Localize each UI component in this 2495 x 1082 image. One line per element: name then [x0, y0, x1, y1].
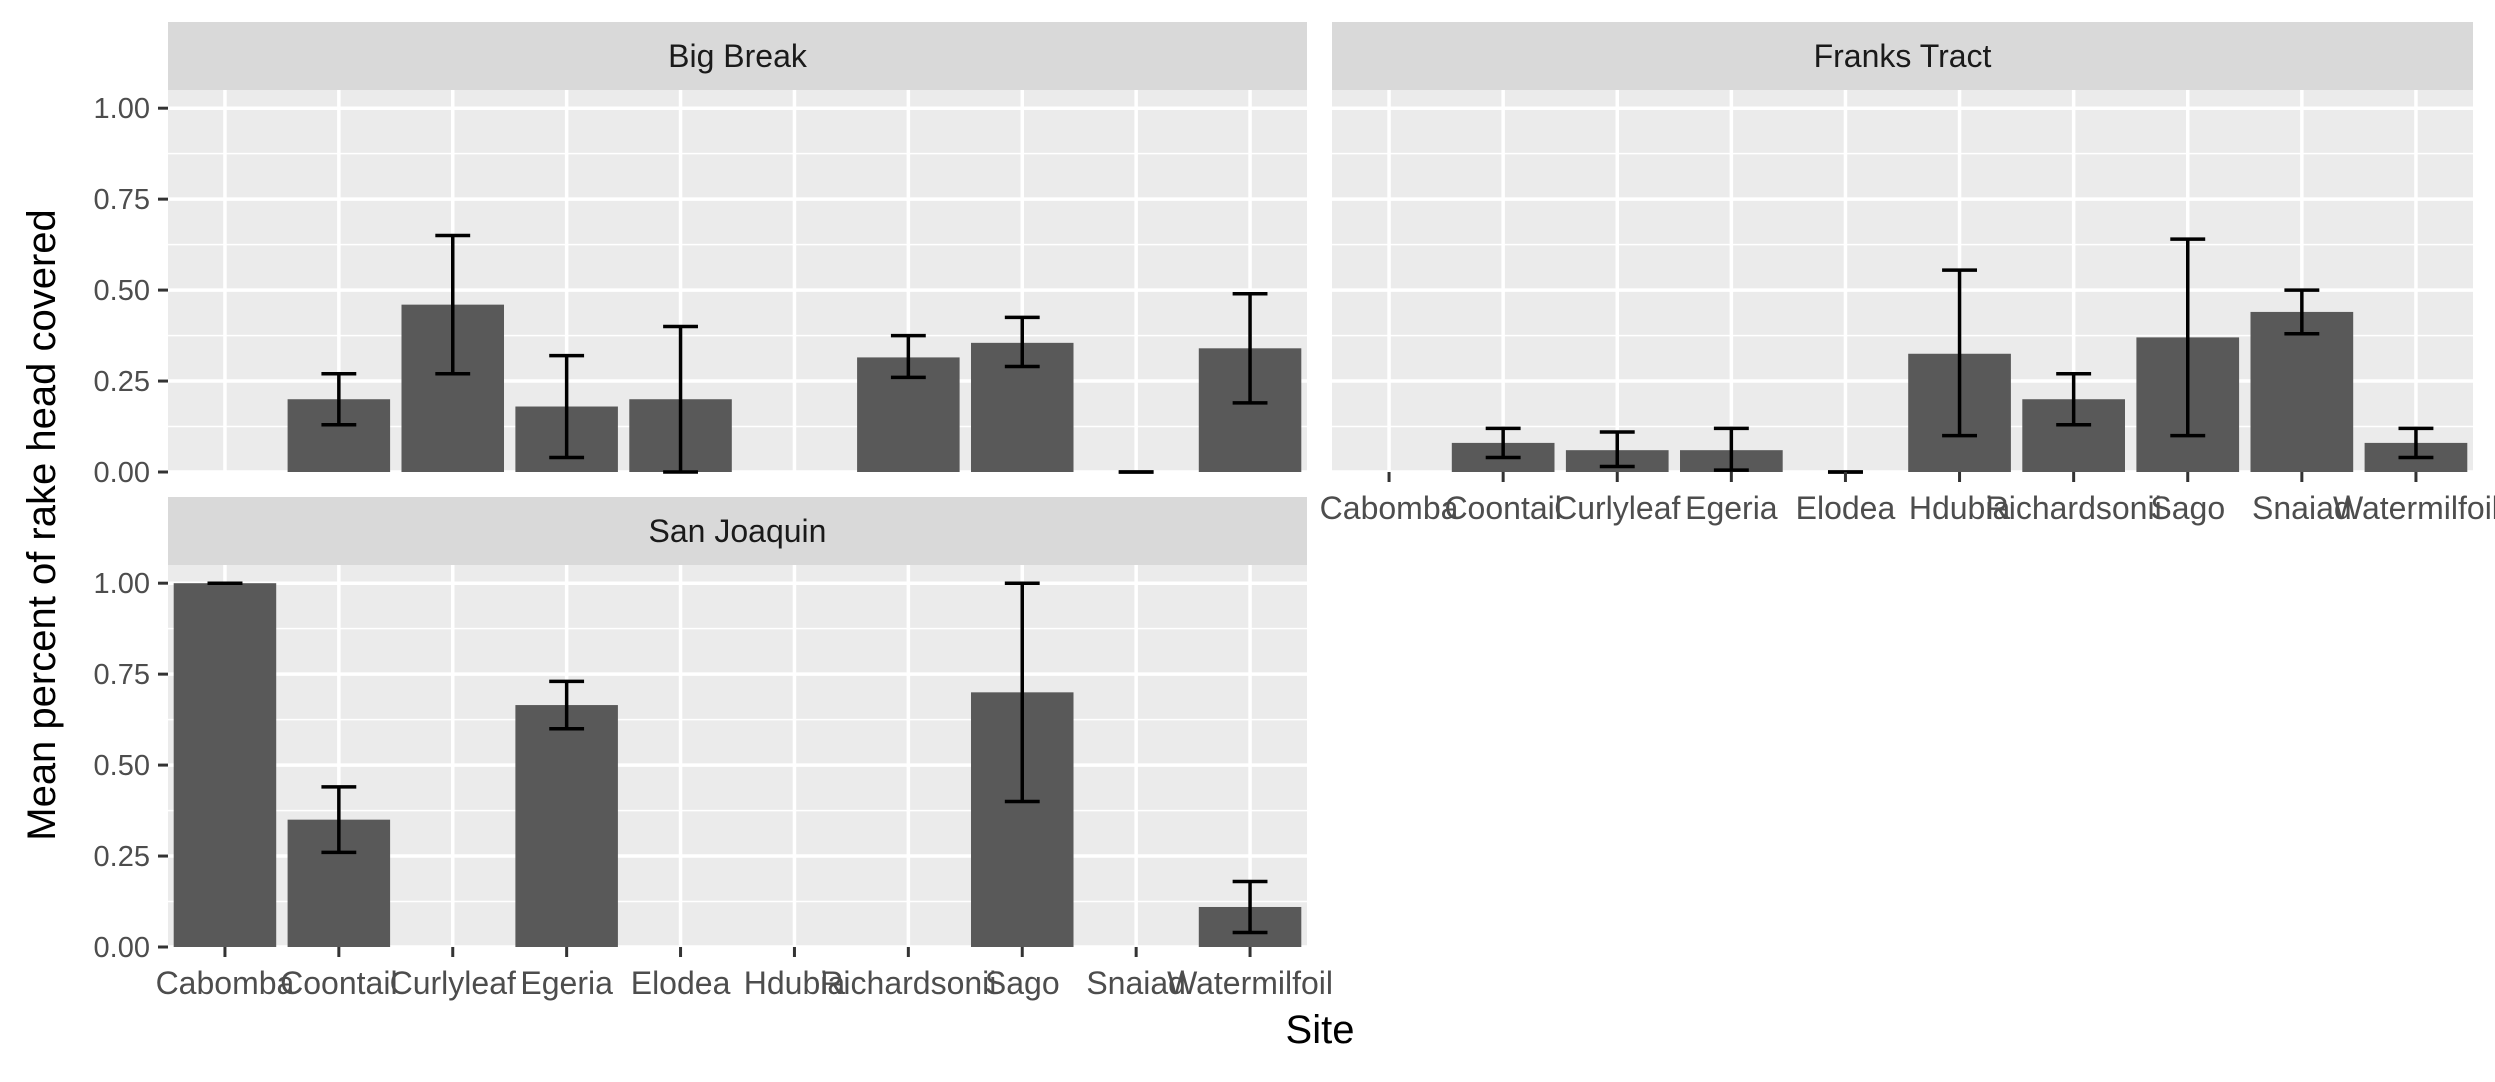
- panels-layer: Big Break 0.00 0.25 0.50 0.75 1.00 Franks Trac…: [94, 22, 2495, 1001]
- y-tick-label: 0.75: [94, 659, 150, 691]
- errorbar-franks-tract-sago: [2170, 237, 2206, 438]
- y-tick-label: 0.00: [94, 457, 150, 489]
- x-tick-label: Elodea: [1796, 490, 1896, 526]
- errorbar-franks-tract-curlyleaf: [1599, 430, 1635, 469]
- errorbar-big-break-coontail: [321, 372, 357, 427]
- strip-title-san-joaquin: San Joaquin: [649, 513, 827, 549]
- errorbar-san-joaquin-coontail: [321, 785, 357, 855]
- y-tick-label: 0.75: [94, 184, 150, 216]
- errorbar-big-break-sago: [1004, 315, 1040, 369]
- x-tick-label: Sago: [985, 965, 1060, 1001]
- errorbar-big-break-elodea: [663, 324, 698, 474]
- x-tick-label: Egeria: [520, 965, 613, 1001]
- y-tick-label: 0.00: [94, 932, 150, 964]
- x-tick-label: Cabomba: [156, 965, 295, 1001]
- bar-san-joaquin-cabomba: [173, 583, 277, 947]
- bar-san-joaquin-egeria: [515, 705, 618, 947]
- y-tick-label: 0.50: [94, 750, 150, 782]
- x-tick-label: Snaiad: [2252, 490, 2352, 526]
- errorbar-franks-tract-coontail: [1485, 426, 1521, 460]
- y-tick-label: 0.50: [94, 275, 150, 307]
- x-tick-label: Curlyleaf: [1554, 490, 1680, 526]
- strip-big-break: [168, 22, 1307, 90]
- y-tick-label: 1.00: [94, 93, 150, 125]
- strip-title-franks-tract: Franks Tract: [1814, 38, 1992, 74]
- x-tick-label: Cabomba: [1320, 490, 1459, 526]
- errorbar-franks-tract-hdubia: [1942, 268, 1978, 438]
- errorbar-big-break-watermilfoil: [1232, 291, 1268, 405]
- x-tick-label: Richardsonii: [820, 965, 996, 1001]
- bar-franks-tract-snaiad: [2250, 311, 2354, 472]
- strip-san-joaquin: [168, 497, 1307, 565]
- strip-franks-tract: [1332, 22, 2473, 90]
- panel-big-break: Big Break 0.00 0.25 0.50 0.75 1.00: [94, 22, 1307, 489]
- errorbar-big-break-richardsonii: [890, 333, 926, 380]
- x-tick-label: Watermilfoil: [2333, 490, 2495, 526]
- x-tick-label: Hdubia: [744, 965, 846, 1001]
- errorbar-san-joaquin-sago: [1004, 581, 1040, 804]
- y-tick-label: 0.25: [94, 841, 150, 873]
- x-tick-label: Richardsonii: [1986, 490, 2162, 526]
- errorbar-franks-tract-richardsonii: [2056, 372, 2092, 427]
- x-tick-label: Elodea: [631, 965, 731, 1001]
- errorbar-franks-tract-snaiad: [2284, 288, 2320, 336]
- x-tick-label: Egeria: [1685, 490, 1778, 526]
- errorbar-big-break-egeria: [549, 353, 585, 460]
- y-tick-label: 1.00: [94, 568, 150, 600]
- x-axis-title: Site: [1286, 1008, 1355, 1052]
- errorbar-big-break-curlyleaf: [435, 233, 471, 376]
- x-tick-label: Sago: [2150, 490, 2225, 526]
- errorbar-san-joaquin-egeria: [549, 679, 585, 731]
- y-axis-title: Mean percent of rake head covered: [20, 209, 64, 841]
- x-tick-label: Watermilfoil: [1167, 965, 1333, 1001]
- x-tick-label: Hdubia: [1909, 490, 2011, 526]
- errorbar-franks-tract-watermilfoil: [2398, 426, 2434, 460]
- errorbar-franks-tract-egeria: [1713, 426, 1749, 472]
- y-tick-label: 0.25: [94, 366, 150, 398]
- errorbar-san-joaquin-watermilfoil: [1232, 879, 1268, 935]
- strip-title-big-break: Big Break: [668, 38, 808, 74]
- x-tick-label: Snaiad: [1086, 965, 1186, 1001]
- panel-san-joaquin: San Joaquin 0.00 0.25 0.50 0.75 1.00 CabombaCo…: [94, 497, 1333, 1001]
- x-tick-label: Curlyleaf: [390, 965, 516, 1001]
- x-tick-label: Coontail: [280, 965, 397, 1001]
- x-tick-label: Coontail: [1444, 490, 1561, 526]
